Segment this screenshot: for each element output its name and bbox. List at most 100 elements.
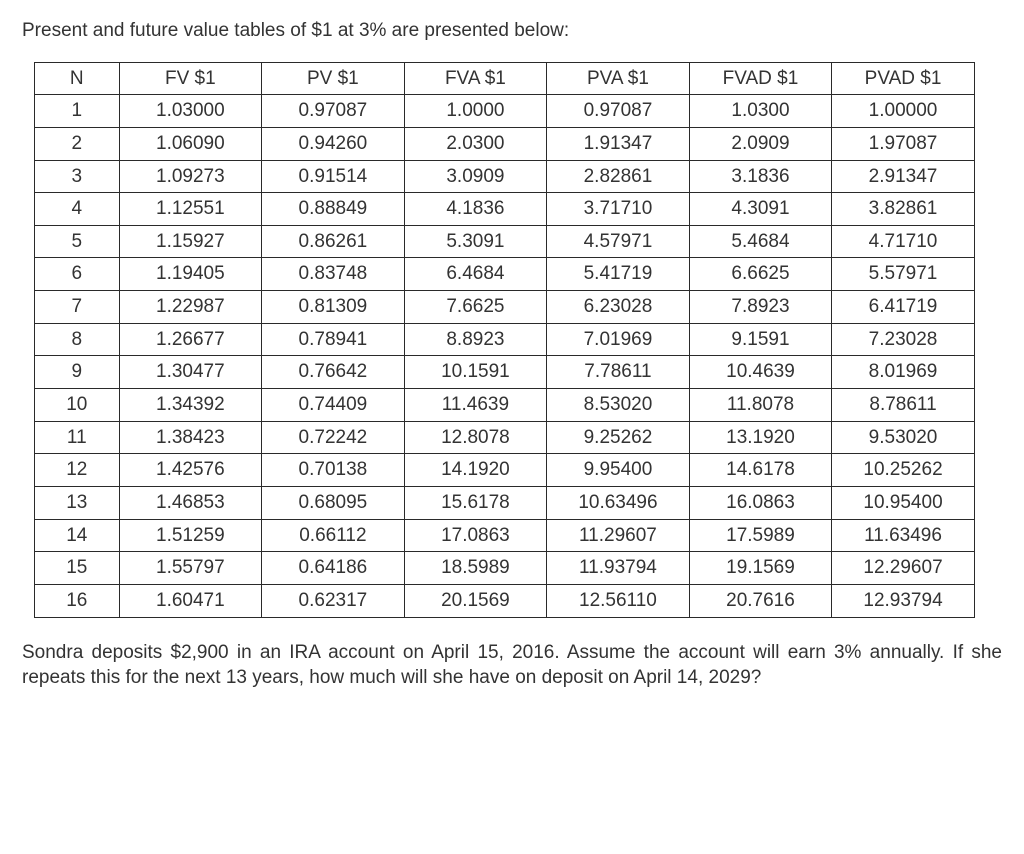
table-cell: 5.3091 bbox=[404, 225, 547, 258]
col-header: N bbox=[35, 62, 120, 95]
table-cell: 8.53020 bbox=[547, 389, 690, 422]
table-cell: 13 bbox=[35, 486, 120, 519]
table-cell: 3.71710 bbox=[547, 193, 690, 226]
table-row: 111.384230.7224212.80789.2526213.19209.5… bbox=[35, 421, 975, 454]
table-row: 81.266770.789418.89237.019699.15917.2302… bbox=[35, 323, 975, 356]
table-cell: 0.68095 bbox=[262, 486, 405, 519]
table-cell: 6.6625 bbox=[689, 258, 832, 291]
intro-text: Present and future value tables of $1 at… bbox=[22, 18, 1002, 44]
table-cell: 6.41719 bbox=[832, 291, 975, 324]
table-cell: 1.26677 bbox=[119, 323, 262, 356]
table-cell: 0.97087 bbox=[547, 95, 690, 128]
table-header-row: N FV $1 PV $1 FVA $1 PVA $1 FVAD $1 PVAD… bbox=[35, 62, 975, 95]
table-row: 101.343920.7440911.46398.5302011.80788.7… bbox=[35, 389, 975, 422]
table-cell: 9.1591 bbox=[689, 323, 832, 356]
table-row: 21.060900.942602.03001.913472.09091.9708… bbox=[35, 127, 975, 160]
table-cell: 12.93794 bbox=[832, 584, 975, 617]
table-cell: 0.64186 bbox=[262, 552, 405, 585]
table-cell: 8.78611 bbox=[832, 389, 975, 422]
table-cell: 11.63496 bbox=[832, 519, 975, 552]
table-cell: 1.46853 bbox=[119, 486, 262, 519]
table-cell: 0.83748 bbox=[262, 258, 405, 291]
table-cell: 1.0000 bbox=[404, 95, 547, 128]
table-cell: 10.25262 bbox=[832, 454, 975, 487]
table-cell: 6.4684 bbox=[404, 258, 547, 291]
table-cell: 8.8923 bbox=[404, 323, 547, 356]
table-cell: 0.78941 bbox=[262, 323, 405, 356]
table-cell: 1.19405 bbox=[119, 258, 262, 291]
table-cell: 9.53020 bbox=[832, 421, 975, 454]
table-cell: 4.3091 bbox=[689, 193, 832, 226]
table-row: 11.030000.970871.00000.970871.03001.0000… bbox=[35, 95, 975, 128]
table-cell: 7.01969 bbox=[547, 323, 690, 356]
table-cell: 1.12551 bbox=[119, 193, 262, 226]
table-cell: 15 bbox=[35, 552, 120, 585]
table-cell: 11.29607 bbox=[547, 519, 690, 552]
table-cell: 0.70138 bbox=[262, 454, 405, 487]
table-cell: 6.23028 bbox=[547, 291, 690, 324]
table-cell: 10.1591 bbox=[404, 356, 547, 389]
table-cell: 1 bbox=[35, 95, 120, 128]
col-header: PVAD $1 bbox=[832, 62, 975, 95]
col-header: PVA $1 bbox=[547, 62, 690, 95]
table-cell: 7.78611 bbox=[547, 356, 690, 389]
table-cell: 14 bbox=[35, 519, 120, 552]
table-cell: 4.1836 bbox=[404, 193, 547, 226]
table-body: 11.030000.970871.00000.970871.03001.0000… bbox=[35, 95, 975, 617]
table-cell: 20.7616 bbox=[689, 584, 832, 617]
table-cell: 1.30477 bbox=[119, 356, 262, 389]
table-cell: 7.6625 bbox=[404, 291, 547, 324]
table-cell: 12.29607 bbox=[832, 552, 975, 585]
table-cell: 0.91514 bbox=[262, 160, 405, 193]
table-cell: 1.09273 bbox=[119, 160, 262, 193]
table-cell: 14.1920 bbox=[404, 454, 547, 487]
table-row: 131.468530.6809515.617810.6349616.086310… bbox=[35, 486, 975, 519]
table-cell: 11.8078 bbox=[689, 389, 832, 422]
table-cell: 12.56110 bbox=[547, 584, 690, 617]
table-cell: 15.6178 bbox=[404, 486, 547, 519]
table-cell: 10.63496 bbox=[547, 486, 690, 519]
table-cell: 12 bbox=[35, 454, 120, 487]
table-cell: 18.5989 bbox=[404, 552, 547, 585]
table-cell: 0.94260 bbox=[262, 127, 405, 160]
table-cell: 10.95400 bbox=[832, 486, 975, 519]
table-cell: 1.60471 bbox=[119, 584, 262, 617]
table-cell: 11 bbox=[35, 421, 120, 454]
table-cell: 19.1569 bbox=[689, 552, 832, 585]
table-cell: 0.86261 bbox=[262, 225, 405, 258]
table-cell: 9.95400 bbox=[547, 454, 690, 487]
table-cell: 14.6178 bbox=[689, 454, 832, 487]
table-row: 41.125510.888494.18363.717104.30913.8286… bbox=[35, 193, 975, 226]
table-cell: 4.71710 bbox=[832, 225, 975, 258]
table-cell: 1.03000 bbox=[119, 95, 262, 128]
table-cell: 1.97087 bbox=[832, 127, 975, 160]
table-cell: 3 bbox=[35, 160, 120, 193]
table-cell: 12.8078 bbox=[404, 421, 547, 454]
table-cell: 11.4639 bbox=[404, 389, 547, 422]
table-row: 141.512590.6611217.086311.2960717.598911… bbox=[35, 519, 975, 552]
table-cell: 16.0863 bbox=[689, 486, 832, 519]
table-cell: 1.51259 bbox=[119, 519, 262, 552]
table-cell: 7 bbox=[35, 291, 120, 324]
table-cell: 1.0300 bbox=[689, 95, 832, 128]
col-header: FVA $1 bbox=[404, 62, 547, 95]
table-row: 91.304770.7664210.15917.7861110.46398.01… bbox=[35, 356, 975, 389]
table-cell: 6 bbox=[35, 258, 120, 291]
table-cell: 3.82861 bbox=[832, 193, 975, 226]
table-cell: 16 bbox=[35, 584, 120, 617]
table-cell: 17.0863 bbox=[404, 519, 547, 552]
col-header: FVAD $1 bbox=[689, 62, 832, 95]
table-cell: 5.57971 bbox=[832, 258, 975, 291]
table-cell: 0.88849 bbox=[262, 193, 405, 226]
table-cell: 1.06090 bbox=[119, 127, 262, 160]
table-cell: 0.74409 bbox=[262, 389, 405, 422]
table-cell: 3.0909 bbox=[404, 160, 547, 193]
table-cell: 0.97087 bbox=[262, 95, 405, 128]
table-cell: 2 bbox=[35, 127, 120, 160]
table-cell: 13.1920 bbox=[689, 421, 832, 454]
table-cell: 3.1836 bbox=[689, 160, 832, 193]
table-cell: 4 bbox=[35, 193, 120, 226]
table-cell: 5.4684 bbox=[689, 225, 832, 258]
table-cell: 2.91347 bbox=[832, 160, 975, 193]
table-cell: 5.41719 bbox=[547, 258, 690, 291]
